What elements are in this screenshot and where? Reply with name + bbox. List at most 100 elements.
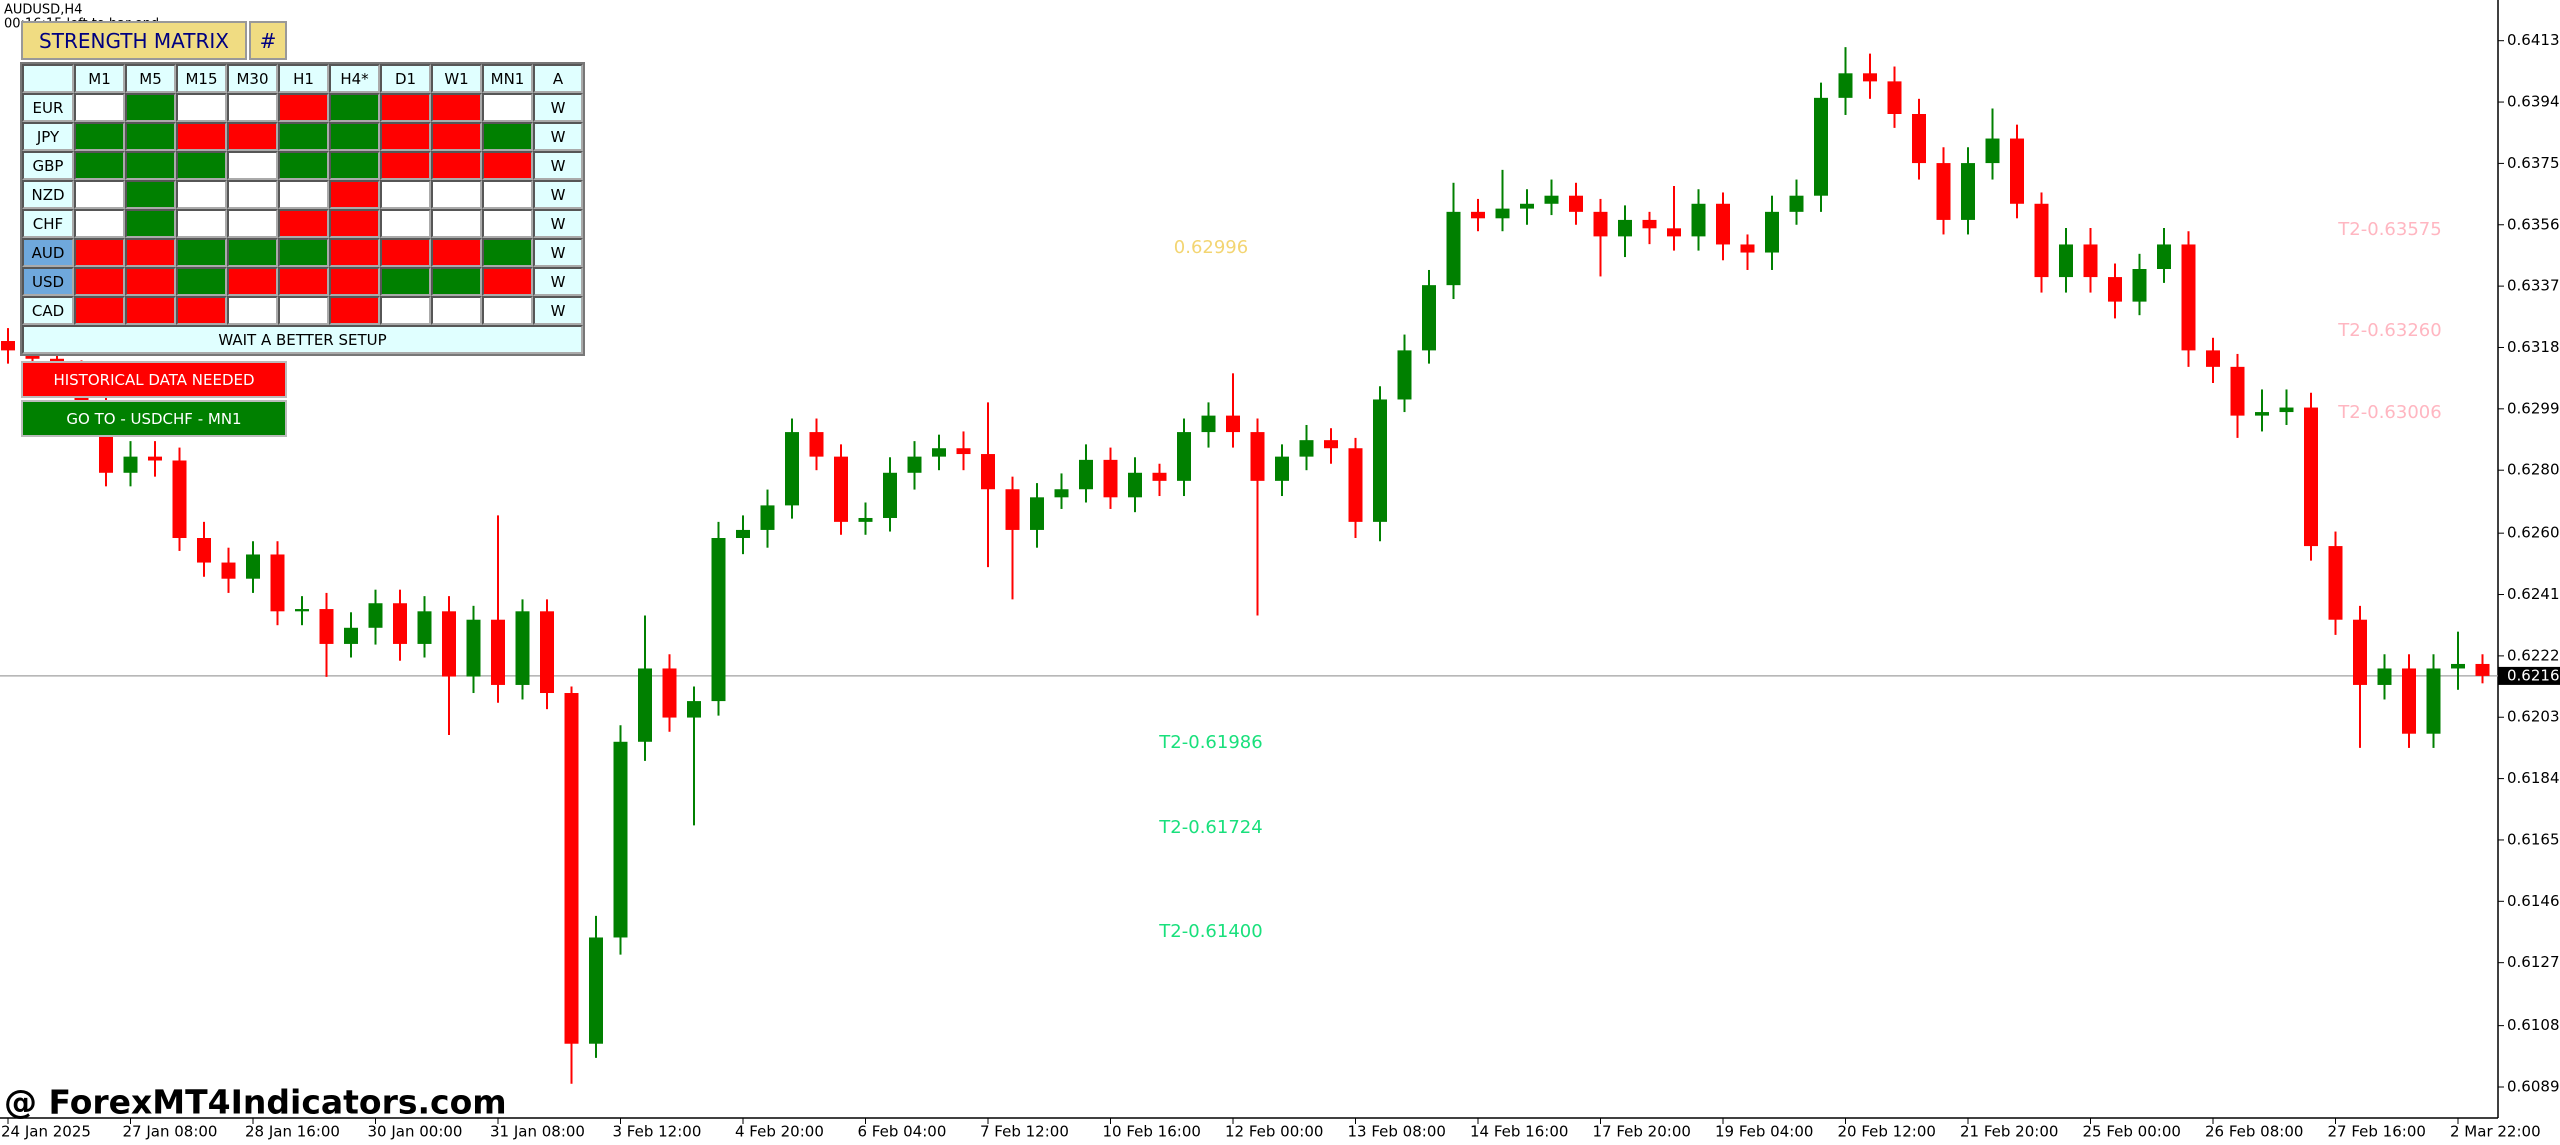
matrix-cell [176,93,227,122]
matrix-cell [227,180,278,209]
x-tick-label: 25 Feb 00:00 [2083,1123,2181,1141]
matrix-cell [125,180,176,209]
x-tick-label: 20 Feb 12:00 [1838,1123,1936,1141]
matrix-cell [278,93,329,122]
currency-row: EUR W [22,93,583,122]
strength-table: M1 M5 M15 M30 H1 H4* D1 W1 MN1 A EUR W JPY W GBP W NZD W C… [20,62,585,356]
matrix-cell [482,122,533,151]
y-tick-label: 0.61655 [2507,830,2560,848]
action-cell: W [533,180,583,209]
candle-body [1985,138,2000,164]
corner-cell [22,64,74,93]
candle-body [2108,277,2122,302]
matrix-cell [176,209,227,238]
header-row: M1 M5 M15 M30 H1 H4* D1 W1 MN1 A [22,64,583,93]
candle-body [1936,163,1951,220]
matrix-cell [74,238,125,267]
matrix-cell [431,122,482,151]
candle-body [1275,456,1289,481]
candle-body [834,456,848,522]
matrix-cell [431,238,482,267]
matrix-cell [431,151,482,180]
matrix-cell [278,209,329,238]
column-header: M5 [125,64,176,93]
column-header: M1 [74,64,125,93]
candle-body [1716,203,1730,245]
y-tick-label: 0.60890 [2507,1077,2560,1095]
candle-body [2304,407,2318,547]
matrix-cell [74,267,125,296]
action-cell: W [533,122,583,151]
candle-body [1642,219,1657,229]
candle-body [1422,285,1436,351]
currency-row: AUD W [22,238,583,267]
candle-body [1691,203,1706,237]
candle-body [760,505,775,530]
annotation: T2-0.63006 [2337,402,2441,423]
x-tick-label: 7 Feb 12:00 [980,1123,1069,1141]
x-tick-label: 6 Feb 04:00 [858,1123,947,1141]
candle-body [1299,440,1314,457]
candle-body [1863,73,1877,82]
column-header: M30 [227,64,278,93]
currency-label: AUD [22,238,74,267]
candle-body [2353,619,2367,685]
matrix-cell [380,209,431,238]
candle-body [2034,203,2049,278]
matrix-cell [278,267,329,296]
currency-label: USD [22,267,74,296]
matrix-cell [74,209,125,238]
candle-body [638,668,652,742]
y-tick-label: 0.61845 [2507,769,2560,787]
candle-body [246,554,260,579]
matrix-cell [278,151,329,180]
candle-body [1079,459,1093,490]
matrix-cell [125,151,176,180]
annotation: T2-0.63575 [2337,219,2441,240]
candle-body [1838,73,1853,98]
column-header: D1 [380,64,431,93]
annotation: 0.62996 [1174,237,1248,258]
matrix-cell [125,122,176,151]
x-tick-label: 3 Feb 12:00 [613,1123,702,1141]
candle-body [2010,138,2024,204]
y-tick-label: 0.62035 [2507,708,2560,726]
matrix-cell [227,238,278,267]
candle-body [1103,459,1118,498]
candle-body [2230,366,2245,416]
action-cell: W [533,209,583,238]
currency-row: CHF W [22,209,583,238]
currency-row: GBP W [22,151,583,180]
matrix-cell [431,93,482,122]
x-tick-label: 30 Jan 00:00 [368,1123,463,1141]
candle-body [319,609,334,644]
matrix-cell [329,93,380,122]
candle-body [172,460,187,539]
action-cell: W [533,93,583,122]
currency-label: GBP [22,151,74,180]
column-header: W1 [431,64,482,93]
matrix-cell [227,296,278,325]
candle-body [1618,219,1632,237]
candle-body [1226,415,1240,433]
panel-hash: # [249,21,287,60]
candle-body [1250,432,1265,481]
matrix-cell [278,296,329,325]
candle-body [1544,195,1559,204]
candle-body [1765,211,1779,253]
candle-body [2255,412,2269,416]
matrix-cell [329,151,380,180]
currency-label: NZD [22,180,74,209]
matrix-cell [176,296,227,325]
goto-button[interactable]: GO TO - USDCHF - MN1 [21,400,287,437]
candle-body [981,454,995,490]
matrix-cell [278,122,329,151]
candle-body [1593,211,1608,237]
candle-body [662,668,677,718]
column-header: M15 [176,64,227,93]
